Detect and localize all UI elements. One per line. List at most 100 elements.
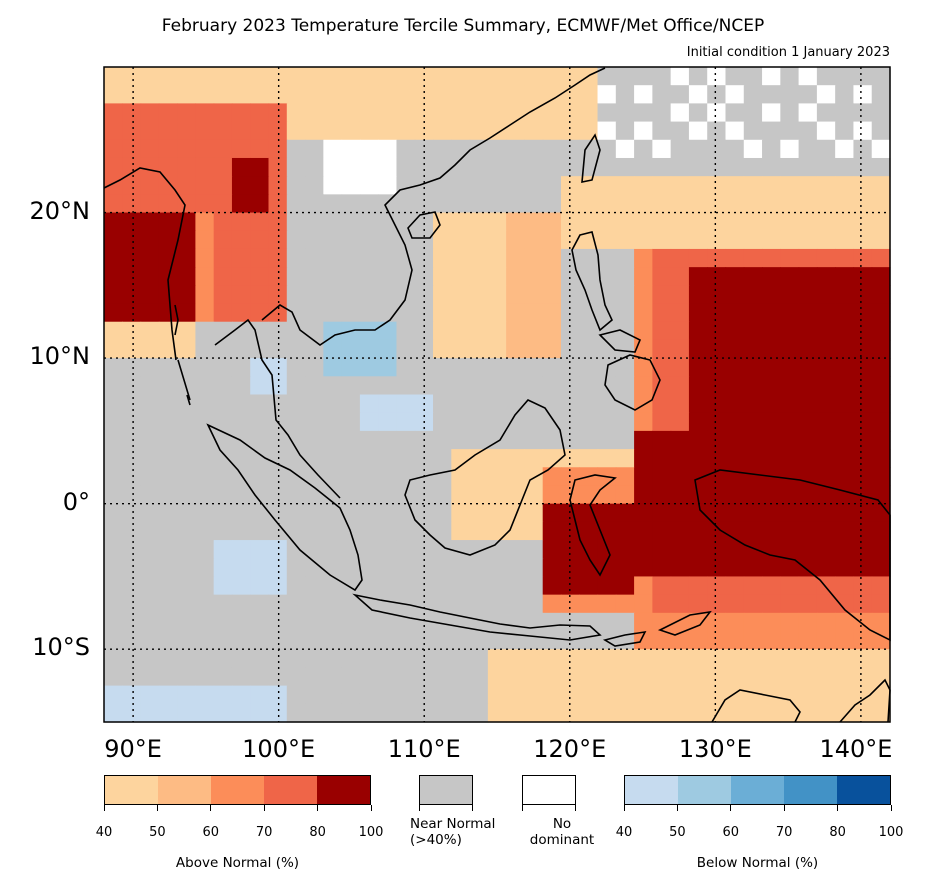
- grid-cell: [707, 449, 727, 468]
- grid-cell: [652, 412, 672, 432]
- grid-cell: [835, 703, 855, 723]
- grid-cell: [634, 412, 653, 432]
- grid-cell: [725, 376, 745, 396]
- grid-cell: [579, 667, 599, 687]
- grid-cell: [597, 194, 617, 214]
- grid-cell: [597, 685, 617, 705]
- grid-cell: [634, 485, 653, 505]
- grid-cell: [396, 139, 416, 159]
- grid-cell: [140, 321, 160, 341]
- grid-cell: [177, 412, 196, 432]
- grid-cell: [853, 558, 873, 578]
- grid-cell: [195, 449, 215, 468]
- grid-cell: [725, 703, 745, 723]
- grid-cell: [816, 503, 836, 523]
- grid-cell: [871, 303, 891, 323]
- grid-cell: [268, 631, 288, 650]
- grid-cell: [122, 412, 142, 432]
- grid-cell: [122, 540, 142, 559]
- grid-cell: [871, 703, 891, 723]
- grid-cell: [396, 558, 416, 578]
- grid-cell: [506, 576, 526, 596]
- grid-cell: [341, 303, 361, 323]
- grid-cell: [140, 176, 160, 195]
- grid-cell: [158, 376, 178, 396]
- grid-cell: [359, 503, 379, 523]
- grid-cell: [634, 540, 653, 559]
- grid-cell: [670, 685, 690, 705]
- grid-cell: [341, 449, 361, 468]
- grid-cell: [652, 67, 672, 86]
- grid-cell: [871, 631, 891, 650]
- grid-cell: [140, 267, 160, 286]
- grid-cell: [835, 485, 855, 505]
- grid-cell: [707, 649, 727, 669]
- grid-cell: [597, 139, 617, 159]
- grid-cell: [396, 85, 416, 104]
- grid-cell: [816, 157, 836, 177]
- grid-cell: [579, 540, 599, 559]
- grid-cell: [579, 412, 599, 432]
- grid-cell: [835, 594, 855, 614]
- grid-cell: [798, 631, 818, 650]
- grid-cell: [835, 85, 855, 104]
- grid-cell: [250, 576, 270, 596]
- grid-cell: [871, 157, 891, 177]
- grid-cell: [469, 303, 489, 323]
- grid-cell: [780, 321, 800, 341]
- grid-cell: [816, 467, 836, 487]
- grid-cell: [231, 394, 251, 414]
- grid-cell: [670, 485, 690, 505]
- grid-cell: [286, 230, 306, 250]
- grid-cell: [835, 121, 855, 141]
- grid-cell: [835, 212, 855, 232]
- grid-cell: [670, 412, 690, 432]
- grid-cell: [104, 248, 123, 268]
- grid-cell: [615, 194, 635, 214]
- grid-cell: [250, 449, 270, 468]
- grid-cell: [487, 594, 507, 614]
- grid-cell: [231, 121, 251, 141]
- grid-cell: [305, 285, 324, 305]
- grid-cell: [871, 685, 891, 705]
- grid-cell: [158, 485, 178, 505]
- grid-cell: [835, 558, 855, 578]
- grid-cell: [798, 267, 818, 286]
- grid-cell: [140, 85, 160, 104]
- grid-cell: [835, 303, 855, 323]
- colorbar-tickmark: [837, 805, 839, 811]
- grid-cell: [268, 612, 288, 632]
- grid-cell: [268, 194, 288, 214]
- grid-cell: [341, 267, 361, 286]
- grid-cell: [140, 212, 160, 232]
- grid-cell: [177, 267, 196, 286]
- grid-cell: [433, 85, 452, 104]
- grid-cell: [487, 139, 507, 159]
- grid-cell: [433, 376, 452, 396]
- grid-cell: [597, 485, 617, 505]
- grid-cell: [305, 631, 324, 650]
- grid-cell: [286, 540, 306, 559]
- grid-cell: [670, 139, 690, 159]
- grid-cell: [506, 703, 526, 723]
- grid-cell: [451, 358, 471, 377]
- grid-cell: [524, 612, 544, 632]
- grid-cell: [725, 103, 745, 123]
- grid-cell: [871, 230, 891, 250]
- grid-cell: [359, 157, 379, 177]
- grid-cell: [122, 121, 142, 141]
- grid-cell: [579, 521, 599, 541]
- grid-cell: [341, 376, 361, 396]
- grid-cell: [579, 212, 599, 232]
- grid-cell: [743, 394, 763, 414]
- grid-cell: [396, 339, 416, 359]
- grid-cell: [798, 576, 818, 596]
- grid-cell: [798, 212, 818, 232]
- grid-cell: [597, 303, 617, 323]
- grid-cell: [707, 667, 727, 687]
- grid-cell: [615, 521, 635, 541]
- grid-cell: [250, 230, 270, 250]
- grid-cell: [231, 103, 251, 123]
- grid-cell: [853, 576, 873, 596]
- grid-cell: [579, 685, 599, 705]
